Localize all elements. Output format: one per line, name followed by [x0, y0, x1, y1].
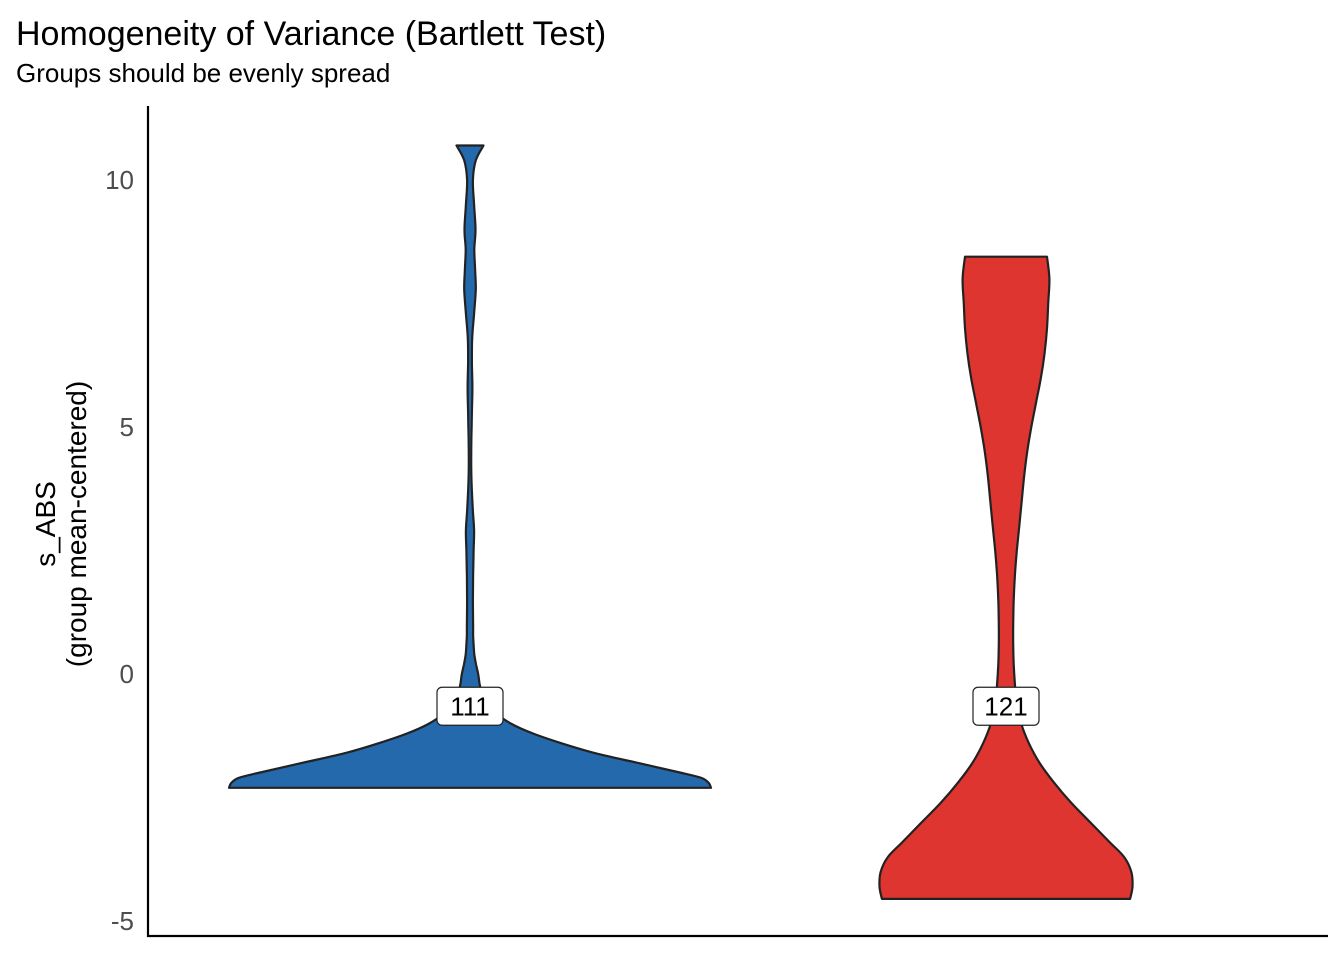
y-tick-label: 5 — [120, 412, 134, 442]
chart-title: Homogeneity of Variance (Bartlett Test) — [16, 15, 606, 53]
count-label-121: 121 — [972, 686, 1040, 726]
count-label-box — [972, 686, 1040, 726]
violin-121 — [878, 255, 1134, 900]
violins-layer: 111 121 — [227, 144, 1134, 900]
violin-111 — [227, 144, 713, 789]
y-tick-label: -5 — [111, 906, 134, 936]
y-axis-label-line2: (group mean-centered) — [61, 381, 92, 667]
count-label-111: 111 — [436, 686, 504, 726]
count-label-box — [436, 686, 504, 726]
y-ticks-layer: -5 0 5 10 — [105, 165, 134, 936]
y-axis-label: s_ABS (group mean-centered) — [30, 381, 92, 667]
chart-subtitle: Groups should be evenly spread — [16, 58, 390, 88]
y-axis-label-line1: s_ABS — [30, 481, 61, 567]
count-label-text: 111 — [450, 691, 490, 721]
y-tick-label: 0 — [120, 659, 134, 689]
count-label-text: 121 — [984, 691, 1027, 721]
y-tick-label: 10 — [105, 165, 134, 195]
